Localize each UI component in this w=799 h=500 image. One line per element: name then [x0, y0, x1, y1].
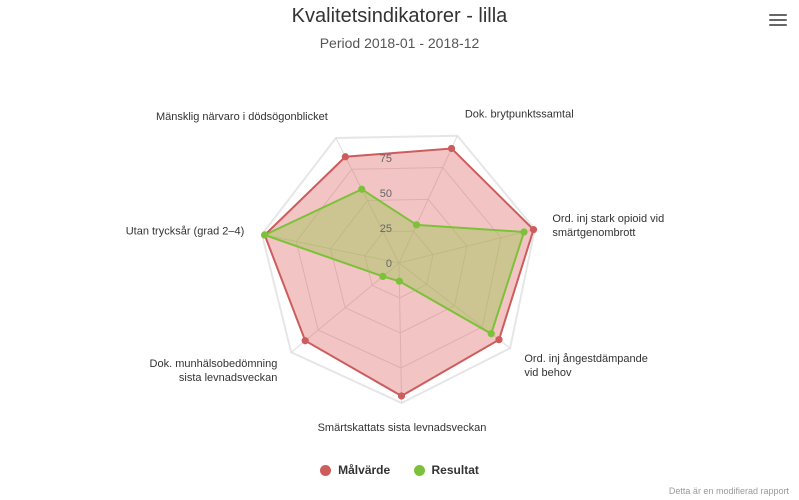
- legend-item-resultat[interactable]: Resultat: [413, 463, 479, 477]
- tick-label: 25: [380, 223, 392, 235]
- data-point: [341, 153, 349, 161]
- grid-ring: [329, 198, 468, 334]
- data-point: [397, 392, 406, 400]
- legend-dot-malvarde: [320, 464, 332, 476]
- chart-title: Kvalitetsindikatorer - lilla: [291, 5, 508, 27]
- hamburger-menu-icon[interactable]: [769, 12, 787, 28]
- data-point: [379, 272, 387, 280]
- legend-label-resultat: Resultat: [431, 463, 479, 477]
- data-point: [529, 226, 538, 234]
- data-point: [495, 336, 503, 344]
- legend-label-malvarde: Målvärde: [338, 463, 391, 477]
- data-point: [261, 231, 269, 239]
- category-label: Utan trycksår (grad 2–4): [126, 226, 245, 238]
- tick-label: 50: [380, 188, 392, 200]
- data-point: [301, 337, 309, 345]
- legend-dot-resultat: [413, 464, 425, 476]
- data-point: [520, 228, 528, 236]
- tick-label: 75: [380, 153, 392, 165]
- grid-spoke: [261, 233, 400, 264]
- category-label: Mänsklig närvaro i dödsögonblicket: [156, 111, 328, 123]
- grid-spoke: [398, 262, 403, 403]
- category-label: Ord. inj ångestdämpande vid behov: [524, 353, 648, 379]
- data-point: [447, 144, 456, 153]
- legend: Målvärde Resultat: [0, 463, 799, 479]
- category-label: Ord. inj stark opioid vid smärtgenombrott: [552, 213, 664, 239]
- credits-text: Detta är en modifierad rapport: [668, 486, 789, 496]
- grid-ring: [260, 134, 536, 405]
- grid-ring: [295, 167, 502, 369]
- data-point: [395, 277, 403, 285]
- legend-item-malvarde[interactable]: Målvärde: [320, 463, 390, 477]
- data-point: [412, 221, 421, 229]
- grid-ring: [364, 230, 434, 299]
- category-label: Smärtskattats sista levnadsveckan: [318, 422, 487, 434]
- grid-spoke: [398, 228, 536, 264]
- category-label: Dok. munhälsobedömning sista levnadsvecka…: [150, 358, 278, 384]
- tick-label: 0: [386, 258, 392, 270]
- chart-subtitle: Period 2018-01 - 2018-12: [319, 35, 480, 51]
- data-point: [358, 185, 366, 193]
- series-area-0: [263, 147, 535, 398]
- grid-spoke: [398, 135, 458, 264]
- data-point: [487, 330, 495, 338]
- series-area-1: [262, 188, 526, 336]
- category-label: Dok. brytpunktssamtal: [465, 108, 574, 120]
